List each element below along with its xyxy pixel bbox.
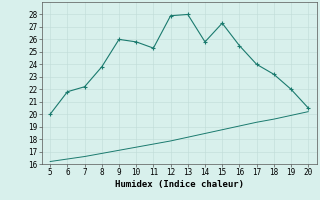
X-axis label: Humidex (Indice chaleur): Humidex (Indice chaleur) [115,180,244,189]
